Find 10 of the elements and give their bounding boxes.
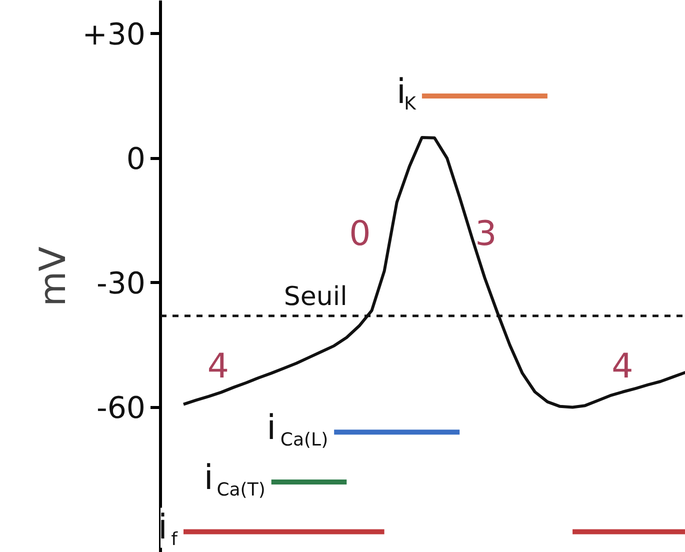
annotation: 0: [349, 214, 371, 254]
ref-line-label: Seuil: [284, 282, 348, 312]
y-tick-label: 0: [126, 142, 146, 178]
annotation: 4: [612, 346, 634, 386]
y-tick-label: -30: [96, 266, 146, 302]
annotation: 3: [475, 214, 497, 254]
y-tick-label: -60: [96, 391, 146, 426]
y-tick-label: +30: [82, 18, 146, 53]
annotation: 4: [207, 346, 230, 386]
y-axis-title: mV: [33, 246, 74, 306]
